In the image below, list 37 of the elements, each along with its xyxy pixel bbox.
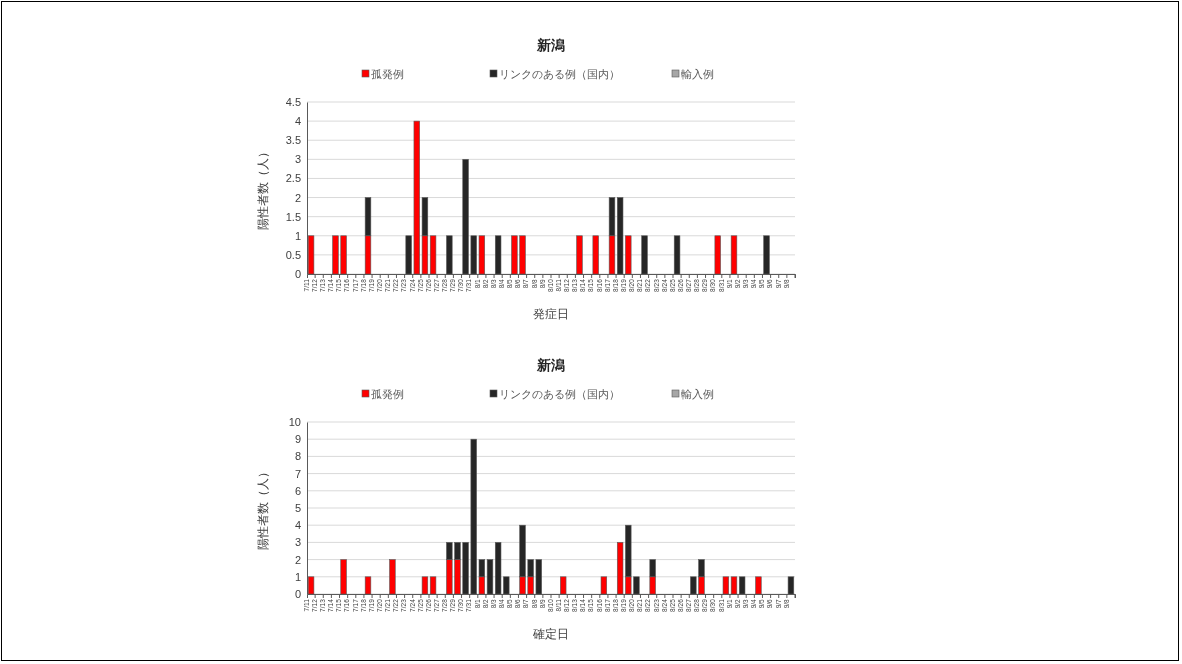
y-tick-label: 10 [288,416,301,429]
bar [730,235,738,275]
y-tick-label: 2 [294,553,301,566]
y-tick-label: 5 [294,502,301,515]
bar [730,576,738,595]
y-tick-label: 1 [294,570,301,583]
y-tick-label: 4.5 [285,96,301,109]
y-tick-label: 0 [294,268,301,281]
legend-label: 輸入例 [681,388,714,400]
y-tick-label: 2 [294,191,301,204]
y-tick-label: 0.5 [285,248,301,261]
y-tick-label: 6 [294,484,301,497]
y-tick-label: 3 [294,153,301,166]
y-tick-label: 1 [294,229,301,242]
y-tick-label: 4 [294,519,301,532]
bar [486,559,494,595]
y-tick-label: 1.5 [285,210,301,223]
legend-label: リンクのある例（国内） [499,388,620,400]
y-tick-label: 0 [294,588,301,601]
bar [364,576,372,595]
y-tick-label: 7 [294,467,301,480]
chart-title: 新潟 [536,357,565,373]
legend-label: 孤発例 [371,68,404,80]
y-tick-label: 8 [294,450,301,463]
y-tick-label: 4 [294,115,301,128]
y-tick-label: 9 [294,433,301,446]
legend-label: リンクのある例（国内） [499,68,620,80]
legend-label: 輸入例 [681,68,714,80]
legend-label: 孤発例 [371,388,404,400]
y-tick-label: 3 [294,536,301,549]
y-tick-label: 2.5 [285,172,301,185]
chart-title: 新潟 [536,37,565,53]
y-axis-title: 陽性者数（人） [256,146,270,230]
y-axis-title: 陽性者数（人） [256,466,270,550]
x-axis-title: 確定日 [532,627,569,641]
x-axis-title: 発症日 [533,307,569,321]
y-tick-label: 3.5 [285,134,301,147]
